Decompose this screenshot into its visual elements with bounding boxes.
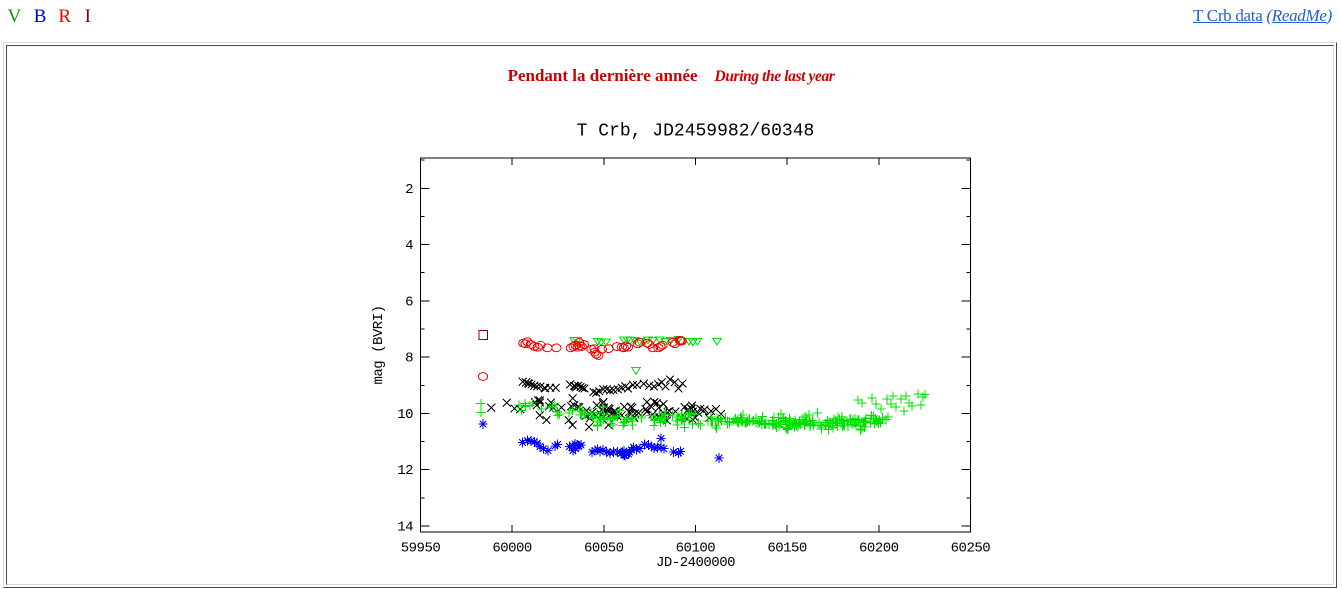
svg-text:10: 10 — [397, 407, 413, 423]
svg-text:mag (BVRI): mag (BVRI) — [371, 305, 387, 384]
svg-text:2: 2 — [405, 182, 413, 198]
svg-text:T Crb, JD2459982/60348: T Crb, JD2459982/60348 — [577, 122, 815, 142]
svg-text:12: 12 — [397, 463, 413, 479]
svg-text:59950: 59950 — [401, 541, 441, 557]
svg-text:60050: 60050 — [584, 541, 624, 557]
svg-text:4: 4 — [405, 238, 413, 254]
svg-text:8: 8 — [405, 351, 413, 367]
svg-text:60100: 60100 — [676, 541, 716, 557]
svg-text:14: 14 — [397, 520, 413, 536]
svg-text:60200: 60200 — [859, 541, 899, 557]
svg-text:JD-2400000: JD-2400000 — [656, 555, 735, 571]
svg-text:60000: 60000 — [492, 541, 532, 557]
svg-text:60250: 60250 — [951, 541, 990, 557]
svg-text:60150: 60150 — [767, 541, 807, 557]
svg-text:6: 6 — [405, 294, 413, 310]
